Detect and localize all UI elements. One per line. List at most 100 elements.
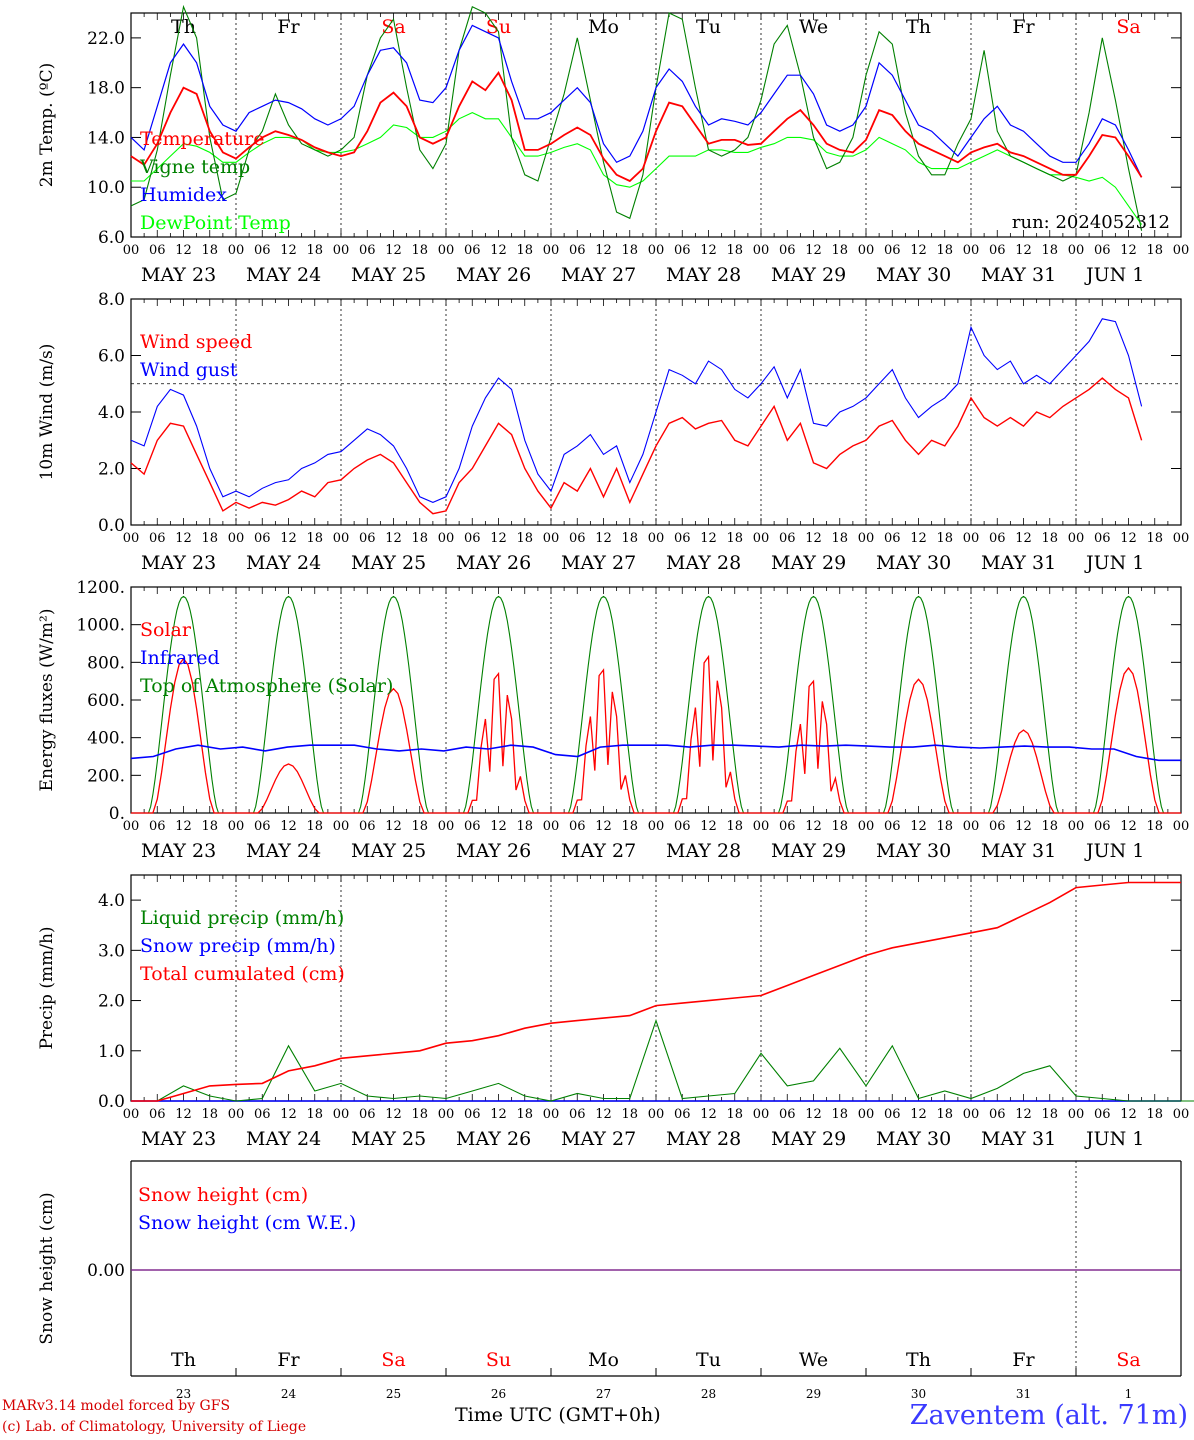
date-label: MAY 27 — [561, 1128, 636, 1150]
hour-tick-label: 06 — [989, 243, 1006, 258]
hour-tick-label: 06 — [569, 243, 586, 258]
hour-tick-label: 00 — [753, 1107, 770, 1122]
hour-tick-label: 18 — [621, 531, 638, 546]
hour-tick-label: 12 — [175, 243, 192, 258]
date-label: MAY 28 — [666, 552, 741, 574]
date-label: MAY 23 — [141, 840, 216, 862]
date-label: MAY 31 — [981, 264, 1056, 286]
hour-tick-label: 12 — [1015, 819, 1032, 834]
humidex-line — [130, 24, 1143, 178]
hour-tick-label: 00 — [648, 1107, 665, 1122]
day-number-label: 29 — [806, 1387, 821, 1401]
hour-tick-label: 18 — [1041, 243, 1058, 258]
hour-tick-label: 18 — [411, 243, 428, 258]
weekday-label: Sa — [381, 16, 405, 38]
hour-tick-label: 18 — [306, 819, 323, 834]
hour-tick-label: 00 — [438, 243, 455, 258]
date-label: MAY 27 — [561, 264, 636, 286]
hour-tick-label: 00 — [1068, 243, 1085, 258]
hour-tick-label: 12 — [700, 243, 717, 258]
weekday-label: Tu — [696, 16, 721, 38]
hour-tick-label: 06 — [1094, 1107, 1111, 1122]
date-label: MAY 31 — [981, 840, 1056, 862]
date-label: MAY 26 — [456, 840, 531, 862]
hour-tick-label: 06 — [464, 1107, 481, 1122]
hour-tick-label: 06 — [359, 531, 376, 546]
hour-tick-label: 06 — [779, 243, 796, 258]
hour-tick-label: 12 — [700, 1107, 717, 1122]
hour-tick-label: 06 — [884, 243, 901, 258]
hour-tick-label: 06 — [884, 819, 901, 834]
legend-entry: Wind gust — [140, 359, 238, 381]
hour-tick-label: 18 — [1041, 1107, 1058, 1122]
date-label: MAY 24 — [246, 1128, 321, 1150]
weekday-label: Su — [486, 1349, 511, 1371]
hour-tick-label: 18 — [726, 1107, 743, 1122]
hour-tick-label: 06 — [359, 1107, 376, 1122]
hour-tick-label: 00 — [228, 531, 245, 546]
weekday-label: Fr — [277, 1349, 300, 1371]
date-label: MAY 25 — [351, 840, 426, 862]
legend-entry: Humidex — [140, 184, 227, 206]
hour-tick-label: 12 — [385, 819, 402, 834]
date-label: MAY 31 — [981, 1128, 1056, 1150]
y-axis-label-5: Snow height (cm) — [37, 1192, 57, 1344]
hour-tick-label: 12 — [175, 1107, 192, 1122]
run-label: run: 2024052312 — [1012, 212, 1170, 233]
hour-tick-label: 06 — [779, 819, 796, 834]
y-tick-label: 400. — [87, 729, 125, 749]
temperature-line — [130, 70, 1143, 183]
hour-tick-label: 06 — [1094, 531, 1111, 546]
legend-entry: DewPoint Temp — [140, 212, 291, 234]
hour-tick-label: 12 — [1015, 1107, 1032, 1122]
y-tick-label: 10.0 — [87, 178, 125, 198]
weekday-label: Th — [906, 1349, 931, 1371]
hour-tick-label: 12 — [910, 243, 927, 258]
y-tick-label: 0.00 — [87, 1261, 125, 1281]
legend-entry: Vigne temp — [139, 156, 250, 178]
day-number-label: 23 — [176, 1387, 191, 1401]
date-label: MAY 28 — [666, 840, 741, 862]
y-tick-label: 2.0 — [98, 460, 125, 480]
day-number-label: 31 — [1016, 1387, 1031, 1401]
hour-tick-label: 12 — [385, 243, 402, 258]
hour-tick-label: 12 — [490, 243, 507, 258]
hour-tick-label: 06 — [569, 1107, 586, 1122]
hour-tick-label: 00 — [333, 531, 350, 546]
hour-tick-label: 12 — [1015, 531, 1032, 546]
date-label: MAY 27 — [561, 552, 636, 574]
hour-tick-label: 06 — [989, 819, 1006, 834]
y-tick-label: 1.0 — [98, 1042, 125, 1062]
hour-tick-label: 00 — [858, 1107, 875, 1122]
hour-tick-label: 06 — [779, 531, 796, 546]
weekday-label: Fr — [277, 16, 300, 38]
hour-tick-label: 18 — [621, 243, 638, 258]
hour-tick-label: 06 — [254, 531, 271, 546]
hour-tick-label: 12 — [1120, 819, 1137, 834]
hour-tick-label: 12 — [385, 1107, 402, 1122]
hour-tick-label: 12 — [490, 1107, 507, 1122]
weekday-label: Sa — [381, 1349, 405, 1371]
y-tick-label: 6.0 — [98, 347, 125, 367]
hour-tick-label: 06 — [884, 1107, 901, 1122]
hour-tick-label: 18 — [831, 531, 848, 546]
weekday-label: Sa — [1116, 16, 1140, 38]
time-axis-label: Time UTC (GMT+0h) — [455, 1404, 661, 1426]
hour-tick-label: 12 — [280, 531, 297, 546]
y-tick-label: 0.0 — [98, 516, 125, 536]
hour-tick-label: 18 — [936, 1107, 953, 1122]
date-label: MAY 28 — [666, 264, 741, 286]
hour-tick-label: 00 — [438, 1107, 455, 1122]
weekday-label: Th — [171, 1349, 196, 1371]
hour-tick-label: 12 — [280, 243, 297, 258]
weekday-label: Su — [486, 16, 511, 38]
hour-tick-label: 06 — [149, 243, 166, 258]
y-axis-label-4: Precip (mm/h) — [37, 926, 57, 1049]
y-tick-label: 2.0 — [98, 992, 125, 1012]
hour-tick-label: 00 — [438, 531, 455, 546]
y-tick-label: 800. — [87, 653, 125, 673]
weekday-label: Mo — [588, 16, 619, 38]
hour-tick-label: 06 — [254, 243, 271, 258]
date-label: MAY 26 — [456, 552, 531, 574]
hour-tick-label: 00 — [543, 819, 560, 834]
